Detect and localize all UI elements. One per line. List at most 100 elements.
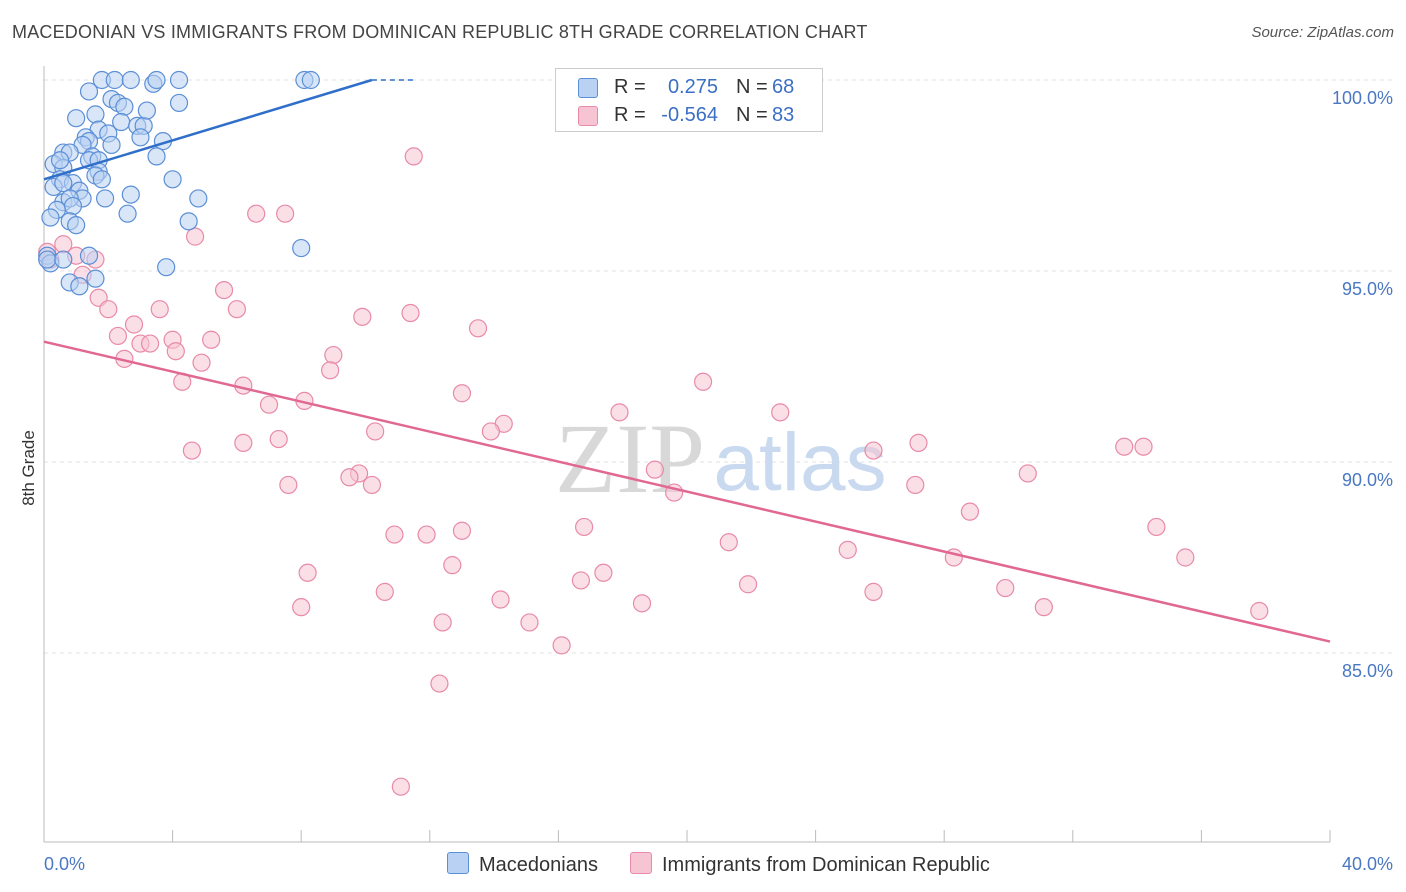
- axes: [43, 66, 1331, 843]
- macedonian-point: [92, 170, 111, 189]
- macedonian-point: [157, 258, 176, 277]
- macedonian-point: [121, 185, 140, 204]
- macedonian-point: [131, 128, 150, 147]
- r-value: 0.275: [667, 76, 718, 98]
- r-value: -0.564: [661, 104, 718, 126]
- macedonian-point: [54, 250, 73, 269]
- gridlines: [44, 79, 1392, 654]
- series-legend: Macedonians Immigrants from Dominican Re…: [0, 852, 1406, 878]
- y-tick-label: 100.0%: [1332, 88, 1393, 108]
- dominican-point: [321, 361, 340, 380]
- blue-swatch: [447, 852, 469, 874]
- x-tick-label: 0.0%: [44, 854, 85, 874]
- tick-labels: 100.0% 95.0% 90.0% 85.0% 0.0% 40.0%: [44, 88, 1393, 874]
- dominican-point: [276, 204, 295, 223]
- dominican-point: [468, 319, 488, 338]
- blue-swatch: [578, 78, 598, 98]
- dominican-point: [771, 403, 790, 422]
- dominican-point: [298, 563, 317, 582]
- dominican-point: [150, 300, 169, 319]
- dominican-point: [227, 300, 246, 319]
- legend-row-macedonians: R = 0.275 N = 68: [556, 73, 822, 101]
- n-label: N =: [736, 76, 768, 98]
- legend-item-macedonians[interactable]: Macedonians: [447, 852, 598, 877]
- watermark-atlas: atlas: [713, 417, 886, 508]
- dominican-point: [1018, 464, 1037, 483]
- macedonian-point: [189, 189, 208, 208]
- macedonian-point: [163, 170, 182, 189]
- n-value: 68: [772, 76, 795, 98]
- legend-item-dominican[interactable]: Immigrants from Dominican Republic: [630, 852, 990, 877]
- dominican-point: [693, 372, 713, 391]
- dominican-point: [443, 556, 462, 575]
- dominican-point: [838, 540, 857, 559]
- n-value: 83: [772, 104, 795, 126]
- legend-row-dominican: R = -0.564 N = 83: [556, 101, 822, 129]
- dominican-point: [571, 571, 591, 590]
- macedonian-point: [70, 277, 89, 296]
- dominican-point: [433, 613, 452, 632]
- dominican-point: [401, 303, 420, 323]
- dominican-trend-line: [43, 340, 1331, 643]
- macedonian-point: [292, 238, 311, 258]
- dominican-point: [362, 475, 382, 495]
- macedonian-point: [50, 151, 70, 170]
- dominican-point: [404, 147, 423, 166]
- dominican-point: [292, 598, 311, 617]
- dominican-point: [452, 521, 472, 540]
- dominican-point: [960, 502, 980, 521]
- dominican-point: [166, 342, 185, 361]
- dominican-point: [259, 395, 279, 414]
- correlation-legend: R = 0.275 N = 68 R = -0.564 N = 83: [555, 68, 823, 132]
- dominican-point: [552, 636, 571, 655]
- macedonian-point: [41, 208, 60, 227]
- macedonian-point: [179, 212, 198, 231]
- macedonian-point: [102, 135, 121, 155]
- dominican-point: [1115, 437, 1134, 456]
- dominican-point: [269, 429, 288, 449]
- source-credit: Source: ZipAtlas.com: [1251, 24, 1394, 41]
- dominican-point: [610, 403, 629, 422]
- dominican-point: [491, 590, 510, 609]
- macedonian-point: [95, 189, 115, 208]
- dominican-point: [452, 384, 472, 403]
- dominican-point: [99, 300, 118, 319]
- dominican-point: [186, 227, 205, 246]
- macedonian-point: [137, 101, 156, 120]
- dominican-point: [594, 563, 613, 582]
- dominican-point: [202, 330, 221, 349]
- dominican-point: [1034, 598, 1053, 617]
- macedonian-point: [79, 246, 99, 265]
- n-label: N =: [736, 104, 768, 126]
- dominican-point: [247, 204, 266, 223]
- macedonian-point: [115, 97, 134, 116]
- dominican-point: [140, 334, 160, 353]
- series-macedonian-points: [38, 70, 320, 296]
- dominican-point: [385, 525, 404, 544]
- macedonian-point: [301, 70, 320, 90]
- dominican-point: [996, 578, 1015, 598]
- dominican-point: [340, 468, 359, 487]
- dominican-point: [520, 613, 539, 632]
- macedonian-point: [121, 70, 140, 90]
- dominican-point: [481, 422, 500, 441]
- macedonian-trend-line: [43, 78, 373, 181]
- legend-label-dominican: Immigrants from Dominican Republic: [662, 854, 990, 876]
- dominican-point: [719, 533, 738, 552]
- dominican-point: [864, 441, 883, 460]
- chart-title: MACEDONIAN VS IMMIGRANTS FROM DOMINICAN …: [12, 22, 868, 42]
- dominican-point: [391, 777, 410, 796]
- dominican-point: [632, 594, 652, 613]
- dominican-point: [214, 281, 234, 300]
- r-label: R =: [614, 76, 646, 98]
- y-tick-label: 90.0%: [1342, 470, 1393, 490]
- dominican-point: [906, 475, 925, 495]
- dominican-point: [1176, 548, 1195, 567]
- macedonian-point: [67, 216, 86, 235]
- macedonian-point: [67, 109, 86, 128]
- dominican-point: [234, 433, 253, 452]
- macedonian-point: [105, 70, 124, 90]
- macedonian-point: [54, 174, 73, 193]
- macedonian-point: [147, 147, 166, 166]
